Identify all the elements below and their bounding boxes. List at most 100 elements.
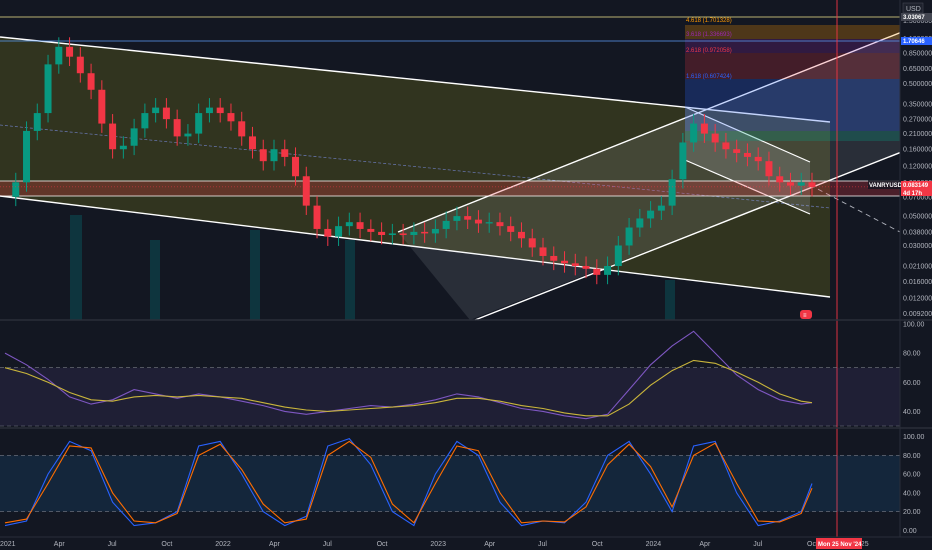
candle-body: [561, 260, 569, 264]
candle-body: [636, 218, 644, 228]
cursor-date-box[interactable]: [816, 538, 862, 549]
candle-body: [421, 231, 429, 234]
price-tag-current: 0.083149: [903, 183, 929, 189]
candle-body: [345, 222, 353, 227]
candle-body: [679, 142, 687, 180]
candle-body: [399, 233, 407, 236]
fib-zone-green[interactable]: [685, 131, 930, 141]
candle-body: [141, 113, 149, 129]
stoch-tick-label: 0.00: [903, 528, 917, 535]
price-tick-label: 0.650000: [903, 66, 932, 73]
price-tick-label: 0.030000: [903, 243, 932, 250]
oscillator-band: [0, 455, 900, 512]
price-tick-label: 0.160000: [903, 147, 932, 154]
candle-body: [162, 107, 170, 120]
candle-body: [335, 226, 343, 237]
candle-body: [550, 255, 558, 261]
fib-label-4618: 4.618 (1.701328): [686, 18, 732, 24]
price-tick-label: 0.270000: [903, 117, 932, 124]
price-tick-label: 0.021000: [903, 263, 932, 270]
support-zone[interactable]: [0, 181, 932, 196]
candle-body: [12, 182, 20, 197]
candle-body: [410, 231, 418, 236]
price-tick-label: 0.070000: [903, 194, 932, 201]
candle-body: [313, 205, 321, 229]
candle-body: [195, 113, 203, 134]
time-tick-label: 25: [861, 541, 869, 548]
candle-body: [238, 121, 246, 137]
volume-band-1: [70, 215, 82, 320]
candle-body: [44, 64, 52, 114]
candle-body: [485, 222, 493, 224]
time-tick-label: Oct: [161, 541, 172, 548]
time-tick-label: Jul: [108, 541, 117, 548]
candle-body: [754, 156, 762, 162]
candle-body: [496, 222, 504, 227]
price-axis-panel[interactable]: [900, 0, 932, 550]
candle-body: [292, 156, 300, 177]
local-channel-top[interactable]: [684, 106, 811, 163]
price-tag-countdown-box[interactable]: [901, 189, 932, 196]
price-tag-blue-box[interactable]: [901, 37, 932, 45]
alert-badge: ≡: [803, 313, 807, 319]
price-series: [0, 37, 900, 285]
descending-channel-bottom[interactable]: [0, 195, 831, 298]
candle-body: [797, 182, 805, 186]
candle-body: [604, 265, 612, 275]
price-tag-current-box[interactable]: [901, 181, 932, 189]
oscillator-series-line: [4, 359, 813, 417]
time-tick-label: Oct: [377, 541, 388, 548]
candle-body: [711, 133, 719, 143]
ticker-tag: VANRYUSDT: [869, 183, 906, 189]
candle-body: [668, 179, 676, 206]
oscillator-series-line: [4, 440, 813, 524]
descending-channel-top[interactable]: [0, 36, 831, 123]
ascending-channel-bottom[interactable]: [474, 139, 932, 321]
price-tick-label: 0.038000: [903, 229, 932, 236]
candle-body: [776, 176, 784, 183]
fib-zone-blue[interactable]: [685, 79, 930, 131]
candle-body: [270, 149, 278, 162]
ascending-channel-top[interactable]: [397, 19, 932, 233]
candle-body: [528, 238, 536, 248]
price-tick-label: 0.050000: [903, 214, 932, 221]
price-tick-label: 0.850000: [903, 51, 932, 58]
price-tick-label: 0.350000: [903, 102, 932, 109]
candle-body: [733, 149, 741, 153]
volume-band-3: [250, 230, 260, 320]
fib-zone-purple[interactable]: [685, 39, 930, 53]
time-tick-label: Jul: [753, 541, 762, 548]
stoch-tick-label: 80.00: [903, 453, 921, 460]
candle-body: [66, 46, 74, 57]
candle-body: [657, 205, 665, 211]
rsi-tick-label: 80.00: [903, 351, 921, 358]
alert-badge-box[interactable]: [800, 310, 812, 319]
time-tick-label: 2022: [215, 541, 231, 548]
candle-body: [442, 220, 450, 229]
stoch-axis-ticks: 100.00 80.00 60.00 40.00 20.00 0.00: [903, 434, 925, 535]
candle-body: [356, 222, 364, 229]
candle-body: [517, 231, 525, 239]
candle-body: [216, 107, 224, 114]
descending-channel-fill[interactable]: [0, 37, 830, 297]
fib-label-1618: 1.618 (0.607424): [686, 74, 732, 80]
candle-body: [614, 245, 622, 266]
fib-zone-orange[interactable]: [685, 25, 930, 39]
price-tick-label: 0.012000: [903, 296, 932, 303]
time-axis-panel[interactable]: [0, 537, 932, 550]
candle-body: [205, 107, 213, 114]
time-tick-label: 2023: [430, 541, 446, 548]
projection-dashed[interactable]: [809, 184, 901, 233]
time-tick-label: Apr: [54, 541, 66, 548]
candle-body: [259, 149, 267, 162]
candle-body: [98, 89, 106, 124]
candle-body: [23, 130, 31, 183]
candle-body: [582, 265, 590, 269]
candle-body: [173, 119, 181, 137]
descending-channel-mid[interactable]: [0, 124, 831, 209]
fib-zone-red[interactable]: [685, 53, 930, 79]
price-tag-grey-box[interactable]: [901, 13, 932, 21]
volume-band-2: [150, 240, 160, 320]
ticker-tag-box[interactable]: [868, 180, 900, 189]
time-tick-label: Apr: [699, 541, 711, 548]
